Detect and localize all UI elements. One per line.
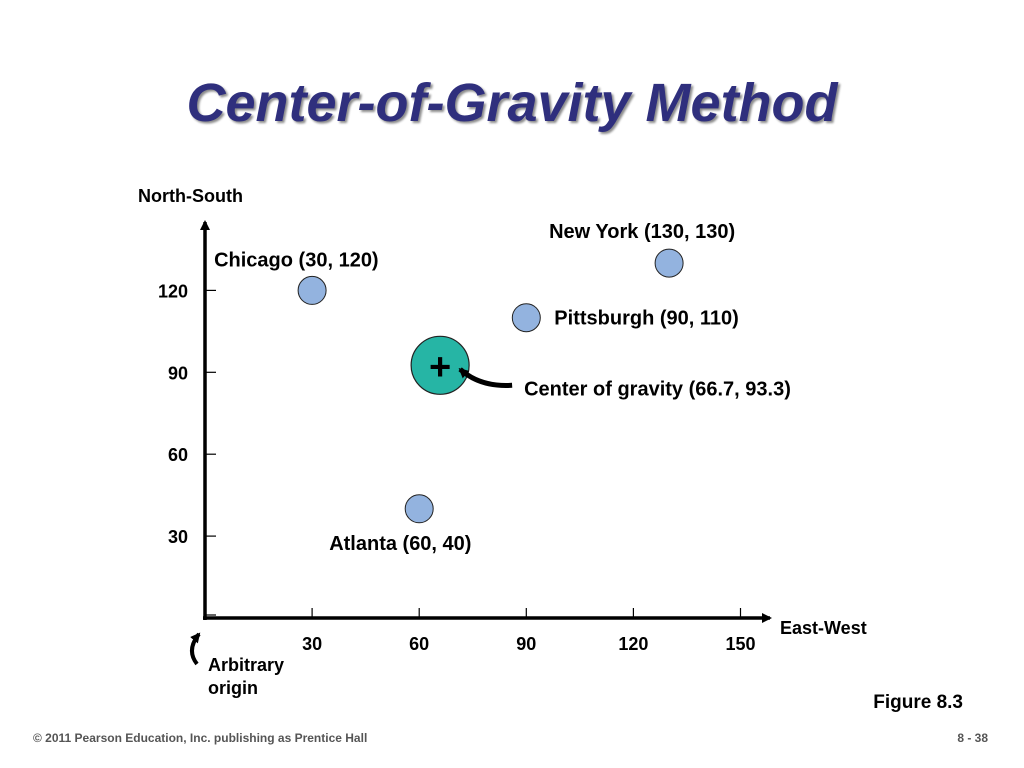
center-pointer-arrow: [458, 367, 513, 388]
data-point: [404, 494, 434, 524]
slide-title: Center-of-Gravity Method: [186, 73, 838, 133]
center-plus-sign: +: [429, 346, 451, 388]
figure-label: Figure 8.3: [873, 692, 963, 713]
origin-annotation-line2: origin: [208, 678, 258, 698]
copyright-footer: © 2011 Pearson Education, Inc. publishin…: [33, 731, 368, 745]
x-axis-label: East-West: [780, 618, 867, 638]
data-point-label: Pittsburgh (90, 110): [554, 308, 739, 330]
y-tick-label: 120: [158, 281, 188, 301]
x-tick-label: 90: [516, 634, 536, 654]
origin-annotation-line1: Arbitrary: [208, 655, 284, 675]
data-point-label: Atlanta (60, 40): [329, 533, 471, 555]
x-tick-label: 30: [302, 634, 322, 654]
y-tick-label: 30: [168, 527, 188, 547]
center-of-gravity-marker: [410, 335, 470, 395]
data-point-label: Chicago (30, 120): [214, 249, 379, 271]
page-number: 8 - 38: [957, 731, 988, 745]
origin-pointer-arrow: [190, 632, 201, 666]
x-tick-label: 60: [409, 634, 429, 654]
y-tick-label: 90: [168, 363, 188, 383]
data-point: [297, 275, 327, 305]
data-point-label: New York (130, 130): [549, 221, 735, 243]
y-tick-label: 60: [168, 445, 188, 465]
y-axis-label: North-South: [138, 186, 243, 206]
x-tick-label: 150: [725, 634, 755, 654]
x-tick-label: 120: [618, 634, 648, 654]
data-point: [654, 248, 684, 278]
data-point: [511, 303, 541, 333]
center-of-gravity-label: Center of gravity (66.7, 93.3): [524, 378, 791, 400]
